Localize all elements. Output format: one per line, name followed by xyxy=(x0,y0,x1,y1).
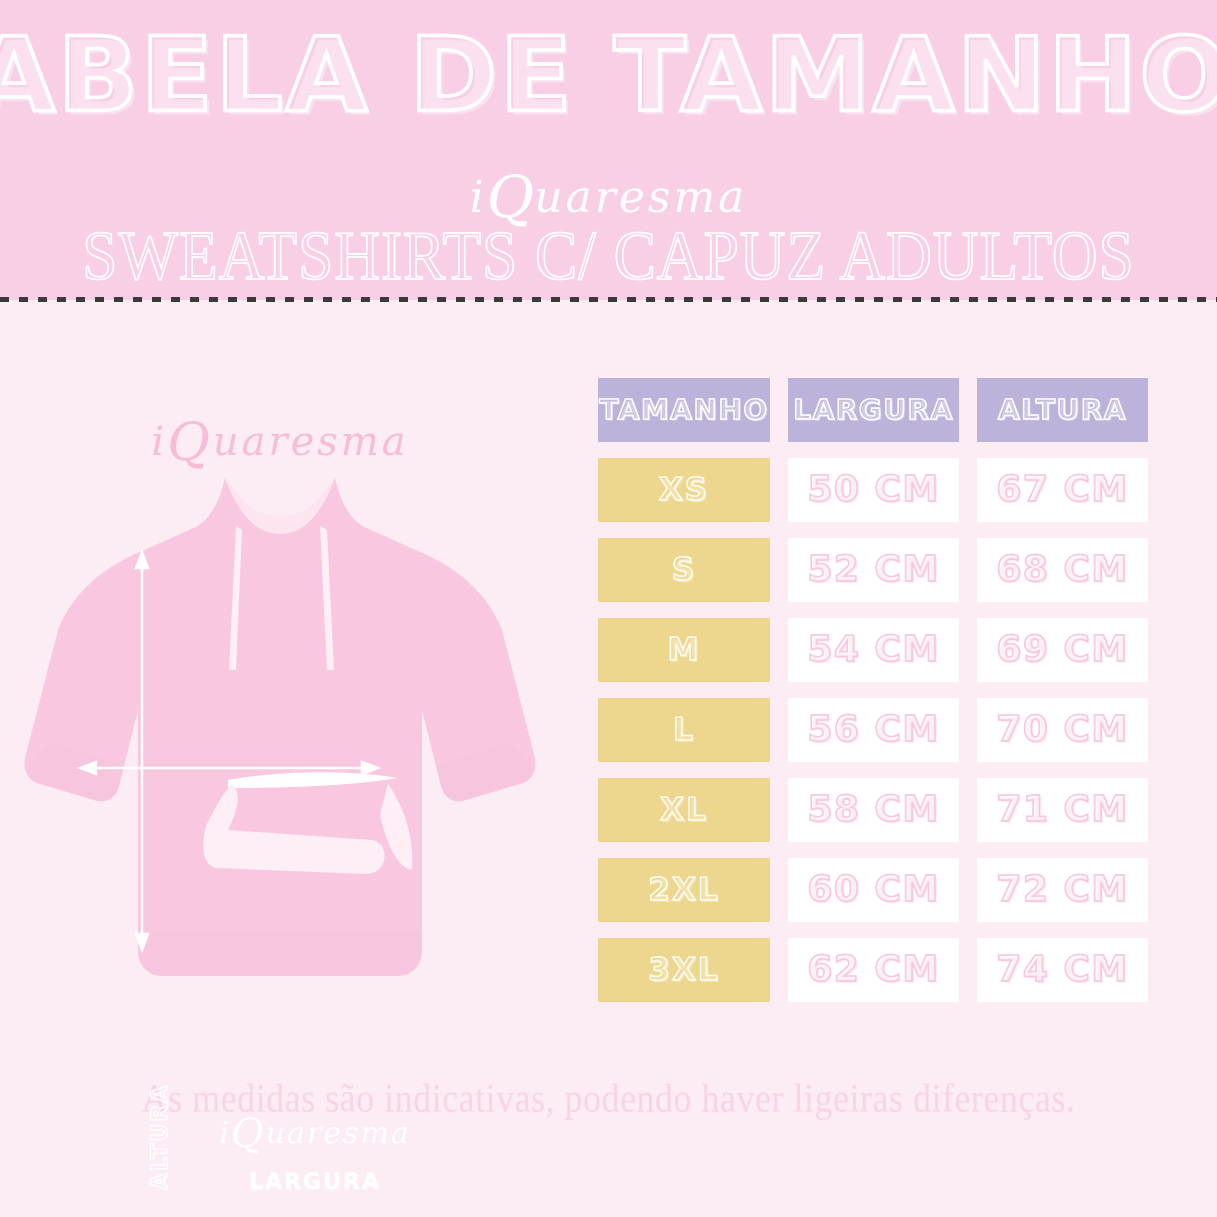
hoodie-drawstring-right xyxy=(320,526,334,670)
page-subtitle: SWEATSHIRTS C/ CAPUZ ADULTOS xyxy=(81,218,1135,295)
largura-value: 56 CM xyxy=(788,698,959,762)
header-band: TABELA DE TAMANHOS iQuaresma SWEATSHIRTS… xyxy=(0,0,1217,300)
altura-value: 69 CM xyxy=(977,618,1148,682)
illustration-brand-logo: iQuaresma xyxy=(20,412,540,469)
size-label: 2XL xyxy=(598,858,770,922)
size-label: XL xyxy=(598,778,770,842)
altura-value: 71 CM xyxy=(977,778,1148,842)
brand-q-glyph: Q xyxy=(167,413,213,473)
largura-measure-label: LARGURA xyxy=(249,1170,381,1196)
column-header-altura: ALTURA xyxy=(977,378,1148,442)
disclaimer-note: As medidas são indicativas, podendo have… xyxy=(141,1075,1076,1121)
brand-prefix: i xyxy=(151,419,168,465)
column-header-largura: LARGURA xyxy=(788,378,959,442)
table-header-row: TAMANHO LARGURA ALTURA xyxy=(598,378,1150,442)
table-row: XL 58 CM 71 CM xyxy=(598,778,1150,842)
altura-value: 72 CM xyxy=(977,858,1148,922)
hoodie-illustration: iQuaresma iQuaresma LARGURA xyxy=(20,400,540,1195)
hoodie-shape-svg xyxy=(24,478,536,976)
altura-value: 74 CM xyxy=(977,938,1148,1002)
table-row: L 56 CM 70 CM xyxy=(598,698,1150,762)
largura-value: 60 CM xyxy=(788,858,959,922)
largura-value: 52 CM xyxy=(788,538,959,602)
brand-prefix: i xyxy=(469,172,487,223)
size-label: M xyxy=(598,618,770,682)
dashed-cut-line xyxy=(0,297,1217,302)
largura-value: 62 CM xyxy=(788,938,959,1002)
measure-brand-logo: iQuaresma xyxy=(170,1110,460,1154)
table-row: 2XL 60 CM 72 CM xyxy=(598,858,1150,922)
hoodie-pocket-right-edge xyxy=(380,784,413,870)
table-row: 3XL 62 CM 74 CM xyxy=(598,938,1150,1002)
brand-q-glyph: Q xyxy=(230,1111,266,1157)
size-label: 3XL xyxy=(598,938,770,1002)
altura-measure-label: ALTURA xyxy=(147,1083,173,1191)
brand-q-glyph: Q xyxy=(486,163,535,231)
size-label: L xyxy=(598,698,770,762)
page-title: TABELA DE TAMANHOS xyxy=(0,15,1217,136)
largura-value: 50 CM xyxy=(788,458,959,522)
width-measure-arrow xyxy=(76,760,382,776)
hoodie-drawstring-left xyxy=(229,526,242,670)
hoodie-hood-opening xyxy=(225,478,335,534)
hoodie-pocket-opening xyxy=(203,784,385,874)
altura-value: 68 CM xyxy=(977,538,1148,602)
altura-value: 70 CM xyxy=(977,698,1148,762)
hoodie-right-cuff xyxy=(436,742,532,802)
hoodie-pocket-top-seam xyxy=(228,772,398,788)
size-table: TAMANHO LARGURA ALTURA XS 50 CM 67 CM S … xyxy=(598,378,1150,1002)
brand-suffix: uaresma xyxy=(265,1116,411,1151)
size-label: S xyxy=(598,538,770,602)
brand-suffix: uaresma xyxy=(534,172,748,223)
column-header-tamanho: TAMANHO xyxy=(598,378,770,442)
header-brand-logo: iQuaresma xyxy=(0,163,1217,226)
largura-value: 58 CM xyxy=(788,778,959,842)
brand-prefix: i xyxy=(219,1116,231,1151)
height-measure-arrow xyxy=(134,548,150,954)
brand-suffix: uaresma xyxy=(212,419,409,465)
hoodie-left-cuff xyxy=(28,742,124,802)
table-row: M 54 CM 69 CM xyxy=(598,618,1150,682)
hoodie-body-path xyxy=(24,478,536,976)
table-row: XS 50 CM 67 CM xyxy=(598,458,1150,522)
hoodie-hem-band xyxy=(138,932,422,976)
largura-value: 54 CM xyxy=(788,618,959,682)
size-label: XS xyxy=(598,458,770,522)
altura-value: 67 CM xyxy=(977,458,1148,522)
table-row: S 52 CM 68 CM xyxy=(598,538,1150,602)
